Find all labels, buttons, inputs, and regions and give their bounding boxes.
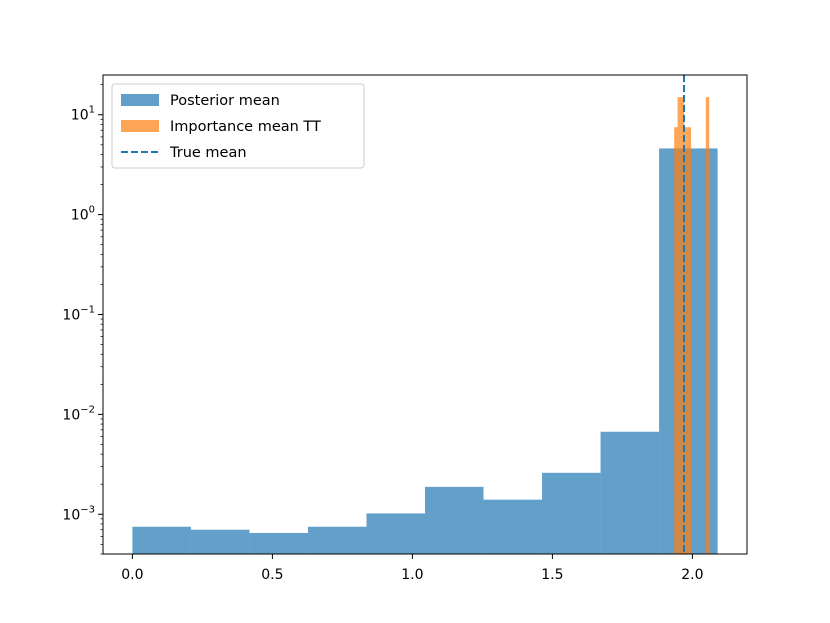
legend-posterior-mean-swatch [121,94,159,106]
x-tick-label: 2.0 [681,567,703,583]
y-tick-label: 100 [71,205,95,224]
posterior-mean-bar [600,431,660,554]
y-tick-label: 10−2 [62,404,95,423]
importance-mean-bar [705,97,710,554]
posterior-mean-bar [425,486,484,554]
y-tick-label: 10−3 [62,504,95,523]
legend-posterior-mean-label: Posterior mean [170,93,280,109]
posterior-mean-bar [366,513,425,554]
bars-layer [132,97,718,555]
legend-box [111,83,365,169]
x-tick-label: 1.0 [401,567,423,583]
posterior-mean-bar [307,526,367,554]
importance-mean-bar [684,127,688,555]
legend-importance-mean-tt-swatch [121,120,159,132]
y-tick-label: 10−1 [62,305,95,324]
legend-importance-mean-tt-label: Importance mean TT [170,119,321,135]
legend-true-mean-label: True mean [169,145,247,161]
posterior-mean-bar [483,499,543,554]
x-tick-label: 0.0 [121,567,143,583]
posterior-mean-bar [190,529,250,554]
posterior-mean-bar [132,526,191,554]
x-tick-label: 1.5 [541,567,563,583]
posterior-mean-bar [542,472,601,554]
x-axis: 0.0 0.5 1.0 1.5 2.0 [121,554,704,583]
importance-mean-bar [680,97,685,554]
y-axis: 10−3 10−2 10−1 100 101 [62,84,103,555]
y-tick-label: 101 [71,105,95,124]
posterior-mean-bar [249,532,308,554]
importance-mean-bar [674,127,678,555]
importance-mean-bar [677,97,681,554]
importance-mean-bar [687,127,691,555]
x-tick-label: 0.5 [261,567,283,583]
legend: Posterior mean Importance mean TT True mea… [111,83,365,169]
